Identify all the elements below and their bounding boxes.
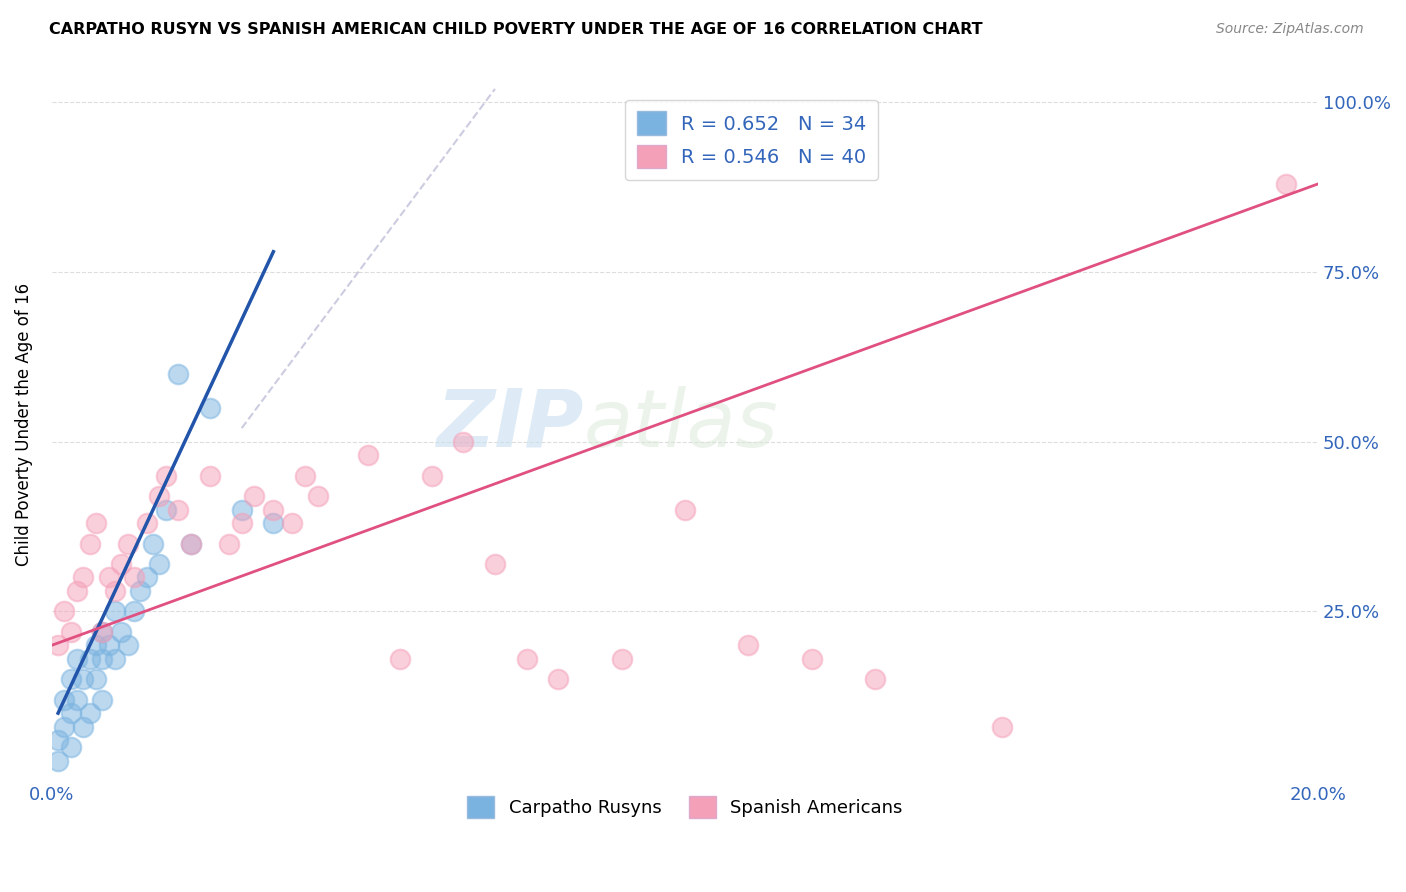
Point <box>484 557 506 571</box>
Text: ZIP: ZIP <box>436 385 583 464</box>
Point <box>135 570 157 584</box>
Point <box>79 652 101 666</box>
Point <box>198 468 221 483</box>
Point <box>104 604 127 618</box>
Point <box>110 557 132 571</box>
Point <box>262 502 284 516</box>
Point <box>547 672 569 686</box>
Point <box>72 720 94 734</box>
Point <box>84 516 107 530</box>
Point <box>117 536 139 550</box>
Point <box>91 692 114 706</box>
Point <box>243 489 266 503</box>
Point <box>1275 177 1298 191</box>
Point <box>122 604 145 618</box>
Point <box>104 652 127 666</box>
Point <box>53 692 76 706</box>
Point <box>59 740 82 755</box>
Point <box>198 401 221 415</box>
Point <box>46 733 69 747</box>
Point <box>180 536 202 550</box>
Point <box>155 468 177 483</box>
Point <box>453 434 475 449</box>
Point <box>84 672 107 686</box>
Point <box>155 502 177 516</box>
Text: Source: ZipAtlas.com: Source: ZipAtlas.com <box>1216 22 1364 37</box>
Point <box>129 584 152 599</box>
Point <box>388 652 411 666</box>
Point <box>167 502 190 516</box>
Point <box>231 516 253 530</box>
Point <box>59 624 82 639</box>
Point <box>59 706 82 720</box>
Point <box>231 502 253 516</box>
Point <box>46 638 69 652</box>
Point <box>53 720 76 734</box>
Point <box>79 706 101 720</box>
Point <box>167 367 190 381</box>
Point <box>46 754 69 768</box>
Point <box>148 489 170 503</box>
Point <box>180 536 202 550</box>
Point <box>218 536 240 550</box>
Point <box>516 652 538 666</box>
Point <box>91 652 114 666</box>
Point <box>294 468 316 483</box>
Point <box>97 638 120 652</box>
Point <box>673 502 696 516</box>
Point <box>59 672 82 686</box>
Point <box>737 638 759 652</box>
Point <box>122 570 145 584</box>
Point <box>66 652 89 666</box>
Point <box>53 604 76 618</box>
Point <box>357 448 380 462</box>
Text: CARPATHO RUSYN VS SPANISH AMERICAN CHILD POVERTY UNDER THE AGE OF 16 CORRELATION: CARPATHO RUSYN VS SPANISH AMERICAN CHILD… <box>49 22 983 37</box>
Point <box>307 489 329 503</box>
Point <box>72 672 94 686</box>
Point <box>110 624 132 639</box>
Point <box>610 652 633 666</box>
Point <box>79 536 101 550</box>
Point <box>863 672 886 686</box>
Point <box>91 624 114 639</box>
Point <box>66 584 89 599</box>
Text: atlas: atlas <box>583 385 779 464</box>
Point <box>91 624 114 639</box>
Point <box>84 638 107 652</box>
Point <box>72 570 94 584</box>
Point <box>990 720 1012 734</box>
Point <box>262 516 284 530</box>
Point <box>135 516 157 530</box>
Point <box>281 516 304 530</box>
Point <box>142 536 165 550</box>
Y-axis label: Child Poverty Under the Age of 16: Child Poverty Under the Age of 16 <box>15 283 32 566</box>
Point <box>800 652 823 666</box>
Point <box>97 570 120 584</box>
Point <box>117 638 139 652</box>
Point <box>66 692 89 706</box>
Point <box>148 557 170 571</box>
Point <box>420 468 443 483</box>
Point <box>104 584 127 599</box>
Legend: Carpatho Rusyns, Spanish Americans: Carpatho Rusyns, Spanish Americans <box>460 789 910 825</box>
